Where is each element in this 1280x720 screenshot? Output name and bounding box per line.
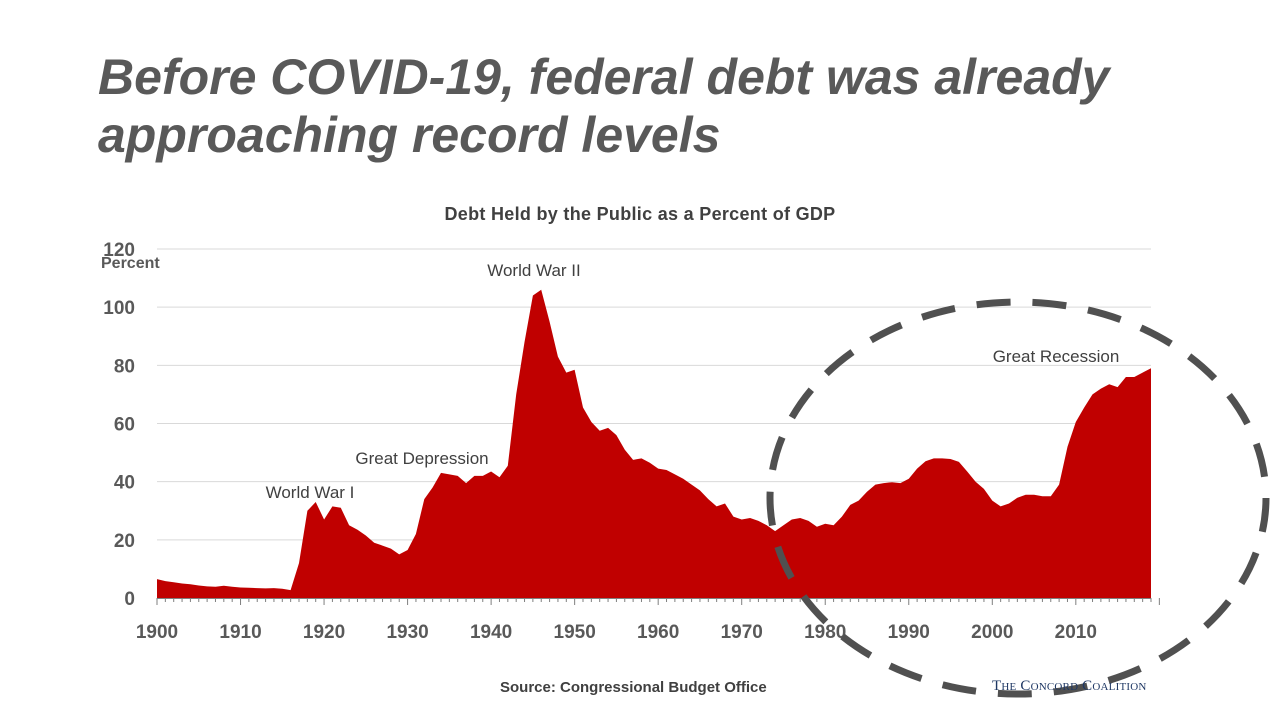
source-note: Source: Congressional Budget Office xyxy=(500,679,767,696)
y-tick-label-120: 120 xyxy=(103,240,135,261)
y-tick-label-40: 40 xyxy=(114,473,135,494)
x-tick-label-1920: 1920 xyxy=(303,622,345,643)
debt-area-series xyxy=(157,289,1151,598)
y-tick-label-80: 80 xyxy=(114,356,135,377)
concord-coalition-logo: The Concord Coalition xyxy=(992,678,1147,694)
y-axis-label: Percent xyxy=(101,255,160,272)
x-tick-label-1970: 1970 xyxy=(721,622,763,643)
y-tick-label-100: 100 xyxy=(103,298,135,319)
x-tick-label-1930: 1930 xyxy=(386,622,428,643)
y-axis-ticks: 0 20 40 60 80 100 120 xyxy=(103,240,135,610)
x-tick-label-1900: 1900 xyxy=(136,622,178,643)
chart-title: Debt Held by the Public as a Percent of … xyxy=(444,204,836,224)
y-tick-label-0: 0 xyxy=(124,589,135,610)
y-tick-label-60: 60 xyxy=(114,415,135,436)
x-tick-label-1950: 1950 xyxy=(554,622,596,643)
x-tick-label-2010: 2010 xyxy=(1055,622,1097,643)
x-tick-label-1980: 1980 xyxy=(804,622,846,643)
annotation-world-war-ii: World War II xyxy=(487,261,581,280)
x-tick-label-1960: 1960 xyxy=(637,622,679,643)
y-tick-label-20: 20 xyxy=(114,531,135,552)
annotation-great-depression: Great Depression xyxy=(355,449,488,468)
x-tick-label-1910: 1910 xyxy=(219,622,261,643)
x-tick-label-1940: 1940 xyxy=(470,622,512,643)
highlight-ellipse xyxy=(766,298,1270,698)
x-tick-label-1990: 1990 xyxy=(888,622,930,643)
slide-title: Before COVID-19, federal debt was alread… xyxy=(98,49,1110,163)
annotation-great-recession: Great Recession xyxy=(993,347,1120,366)
x-tick-label-2000: 2000 xyxy=(971,622,1013,643)
x-axis-ticks: 1900 1910 1920 1930 1940 1950 1960 1970 1980 1990… xyxy=(136,598,1160,643)
annotation-world-war-i: World War I xyxy=(266,483,355,502)
